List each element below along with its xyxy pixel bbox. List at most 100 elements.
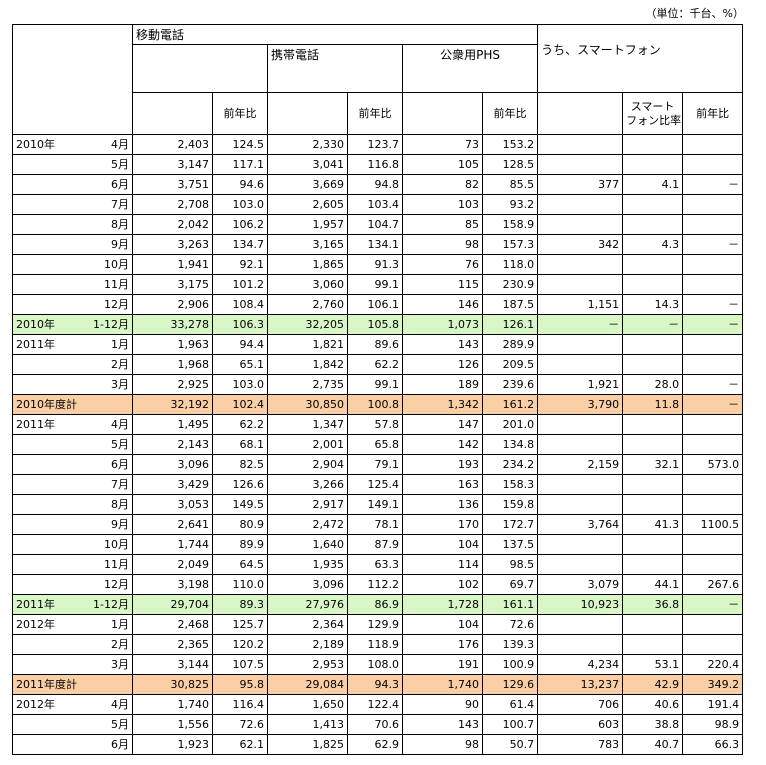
cell-smartphone-ratio: [622, 554, 684, 575]
cell-cellular-count: 1,413: [267, 714, 348, 735]
cell-phs-yoy: 137.5: [481, 534, 539, 555]
row-label: 3月: [12, 654, 133, 675]
cell-cellular-count: 27,976: [267, 594, 348, 615]
row-month: 2月: [111, 638, 129, 651]
row-month: 5月: [111, 438, 129, 451]
cell-cellular-count: 3,669: [267, 174, 348, 195]
cell-smartphone-count: [537, 154, 624, 175]
cell-mobile-yoy: 80.9: [212, 514, 268, 535]
table-row: 2011年 4月 1,495 62.2 1,347 57.8 147 201.0: [12, 414, 744, 435]
cell-phs-count: 1,342: [402, 394, 483, 415]
cell-cellular-count: 3,165: [267, 234, 348, 255]
cell-phs-yoy: 85.5: [481, 174, 539, 195]
cell-cellular-yoy: 86.9: [347, 594, 403, 615]
cell-cellular-yoy: 91.3: [347, 254, 403, 275]
row-month: 11月: [104, 558, 129, 571]
cell-phs-yoy: 118.0: [481, 254, 539, 275]
cell-mobile-count: 3,053: [132, 494, 213, 515]
cell-phs-count: 115: [402, 274, 483, 295]
cell-cellular-yoy: 108.0: [347, 654, 403, 675]
cell-cellular-yoy: 105.8: [347, 314, 403, 335]
cell-mobile-count: 3,263: [132, 234, 213, 255]
cell-cellular-yoy: 118.9: [347, 634, 403, 655]
row-label: 11月: [12, 274, 133, 295]
row-label: 2012年 4月: [12, 694, 133, 715]
row-year: 2011年: [16, 418, 55, 431]
row-month: 7月: [111, 478, 129, 491]
cell-mobile-yoy: 117.1: [212, 154, 268, 175]
row-label: 3月: [12, 374, 133, 395]
cell-smartphone-ratio: [622, 414, 684, 435]
cell-phs-yoy: 72.6: [481, 614, 539, 635]
header-mobile-blank: [212, 44, 268, 93]
table-row: 2010年度計 32,192 102.4 30,850 100.8 1,342 161.2 3…: [12, 394, 744, 415]
row-label: 6月: [12, 734, 133, 755]
cell-cellular-yoy: 123.7: [347, 134, 403, 155]
row-month: 1月: [111, 618, 129, 631]
cell-cellular-count: 1,825: [267, 734, 348, 755]
header-sp-yoy: 前年比: [682, 92, 744, 135]
row-month: 4月: [111, 698, 129, 711]
cell-phs-yoy: 98.5: [481, 554, 539, 575]
cell-phs-yoy: 100.7: [481, 714, 539, 735]
row-month: 6月: [111, 738, 129, 751]
cell-cellular-yoy: 87.9: [347, 534, 403, 555]
cell-smartphone-yoy: [682, 154, 744, 175]
header-cellular: 携帯電話: [267, 44, 403, 93]
cell-smartphone-count: [537, 354, 624, 375]
table-body: 2010年 4月 2,403 124.5 2,330 123.7 73 153.2 5月 3,14…: [12, 134, 744, 755]
cell-mobile-count: 1,744: [132, 534, 213, 555]
cell-cellular-yoy: 125.4: [347, 474, 403, 495]
cell-cellular-yoy: 62.2: [347, 354, 403, 375]
cell-phs-count: 82: [402, 174, 483, 195]
cell-mobile-count: 1,495: [132, 414, 213, 435]
cell-phs-yoy: 100.9: [481, 654, 539, 675]
table-row: 7月 3,429 126.6 3,266 125.4 163 158.3: [12, 474, 744, 495]
cell-smartphone-ratio: [622, 154, 684, 175]
cell-smartphone-yoy: －: [682, 394, 744, 415]
row-label: 2011年 1月: [12, 334, 133, 355]
cell-phs-yoy: 172.7: [481, 514, 539, 535]
cell-cellular-yoy: 149.1: [347, 494, 403, 515]
cell-cellular-yoy: 129.9: [347, 614, 403, 635]
cell-phs-yoy: 158.3: [481, 474, 539, 495]
cell-cellular-yoy: 116.8: [347, 154, 403, 175]
cell-smartphone-ratio: 53.1: [622, 654, 684, 675]
cell-cellular-yoy: 62.9: [347, 734, 403, 755]
cell-smartphone-count: [537, 634, 624, 655]
cell-mobile-yoy: 65.1: [212, 354, 268, 375]
cell-phs-yoy: 139.3: [481, 634, 539, 655]
header-mobile-blank: [132, 44, 213, 93]
cell-phs-count: 191: [402, 654, 483, 675]
cell-mobile-yoy: 107.5: [212, 654, 268, 675]
cell-mobile-yoy: 92.1: [212, 254, 268, 275]
cell-smartphone-count: [537, 414, 624, 435]
cell-mobile-yoy: 134.7: [212, 234, 268, 255]
row-label: 7月: [12, 474, 133, 495]
cell-cellular-yoy: 78.1: [347, 514, 403, 535]
row-label: 2010年 1-12月: [12, 314, 133, 335]
cell-cellular-count: 2,735: [267, 374, 348, 395]
cell-smartphone-yoy: [682, 194, 744, 215]
row-label: 2月: [12, 634, 133, 655]
cell-phs-count: 114: [402, 554, 483, 575]
row-label: 6月: [12, 454, 133, 475]
row-month: 1-12月: [93, 318, 129, 331]
table-row: 2010年 1-12月 33,278 106.3 32,205 105.8 1,073 126…: [12, 314, 744, 335]
cell-mobile-yoy: 94.4: [212, 334, 268, 355]
cell-cellular-count: 2,364: [267, 614, 348, 635]
cell-mobile-count: 1,740: [132, 694, 213, 715]
cell-phs-yoy: 187.5: [481, 294, 539, 315]
table-row: 9月 2,641 80.9 2,472 78.1 170 172.7 3,764 41.3 110…: [12, 514, 744, 535]
cell-mobile-yoy: 103.0: [212, 194, 268, 215]
cell-smartphone-ratio: [622, 194, 684, 215]
table-row: 2010年 4月 2,403 124.5 2,330 123.7 73 153.2: [12, 134, 744, 155]
cell-mobile-count: 2,042: [132, 214, 213, 235]
cell-cellular-count: 3,266: [267, 474, 348, 495]
cell-cellular-yoy: 103.4: [347, 194, 403, 215]
cell-smartphone-yoy: 267.6: [682, 574, 744, 595]
cell-mobile-yoy: 64.5: [212, 554, 268, 575]
cell-mobile-count: 2,641: [132, 514, 213, 535]
cell-phs-count: 102: [402, 574, 483, 595]
cell-smartphone-yoy: [682, 534, 744, 555]
